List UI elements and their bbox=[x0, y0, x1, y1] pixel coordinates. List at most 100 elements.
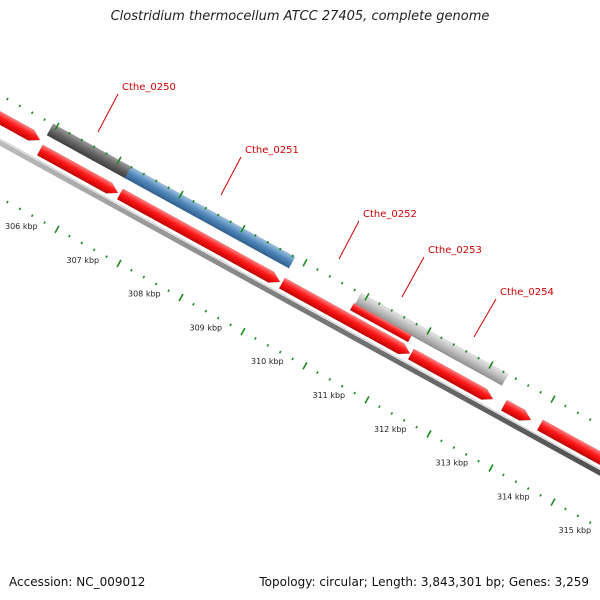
tick-row-upper-tick bbox=[340, 281, 344, 285]
tick-row-lower-tick bbox=[378, 405, 381, 409]
tick-row-upper-tick bbox=[302, 258, 308, 267]
tick-row-upper-tick bbox=[502, 370, 505, 374]
tick-row-lower-tick bbox=[452, 446, 456, 450]
tick-row-lower-tick bbox=[167, 289, 170, 293]
tick-label: 309 kbp bbox=[190, 323, 223, 332]
gene-label-leader bbox=[220, 156, 242, 196]
cds-arrow-4-shape bbox=[278, 277, 411, 355]
tick-label: 315 kbp bbox=[559, 526, 592, 535]
tick-row-lower-tick bbox=[142, 275, 146, 279]
tick-label: 308 kbp bbox=[128, 290, 161, 299]
label-layer: 306 kbp 307 kbp 308 kbp 309 kbp 310 kbp 311 k… bbox=[5, 82, 591, 535]
gene-label-cthe-0252: Cthe_0252 bbox=[363, 209, 417, 220]
tick-row-lower-tick bbox=[316, 371, 319, 375]
tick-row-lower-tick bbox=[588, 521, 592, 525]
tick-row-upper-tick bbox=[291, 254, 294, 258]
tick-row-upper-tick bbox=[192, 199, 195, 203]
tick-row-lower-tick bbox=[254, 337, 257, 340]
topology-text: Topology: circular; Length: 3,843,301 bp… bbox=[259, 575, 589, 589]
tick-row-lower-tick bbox=[278, 350, 282, 354]
gene-arrow-cthe-0252 bbox=[349, 302, 413, 343]
tick-label: 307 kbp bbox=[67, 256, 100, 265]
backbone-highlight bbox=[0, 138, 600, 470]
tick-row-lower-tick bbox=[488, 464, 494, 472]
tick-row-lower-tick bbox=[30, 214, 34, 218]
gene-label-leader bbox=[473, 298, 497, 338]
tick-row-lower-tick bbox=[502, 473, 505, 477]
tick-row-lower-tick bbox=[216, 316, 220, 320]
tick-row-upper bbox=[6, 97, 592, 422]
tick-row-lower-tick bbox=[54, 225, 60, 234]
tick-row-lower-tick bbox=[130, 268, 133, 272]
tick-row-lower-tick bbox=[550, 498, 556, 507]
tick-row-lower-tick bbox=[240, 327, 246, 336]
tick-row-lower-tick bbox=[464, 452, 468, 456]
tick-label: 310 kbp bbox=[251, 357, 284, 366]
tick-row-upper-tick bbox=[514, 377, 518, 381]
tick-row-lower-tick bbox=[415, 425, 418, 429]
tick-row-upper-tick bbox=[30, 111, 34, 115]
tick-row-upper-tick bbox=[204, 206, 208, 210]
backbone-line bbox=[0, 140, 600, 476]
tick-label: 314 kbp bbox=[497, 492, 530, 501]
tick-row-lower-tick bbox=[291, 357, 294, 361]
tick-row-lower-tick bbox=[6, 200, 9, 204]
tick-row-upper-tick bbox=[105, 152, 108, 156]
tick-row-upper-tick bbox=[378, 302, 381, 306]
tick-row-lower-tick bbox=[564, 507, 567, 511]
tick-row-lower-tick bbox=[18, 207, 22, 211]
tick-label: 306 kbp bbox=[5, 222, 38, 231]
tick-row-lower-tick bbox=[229, 323, 232, 327]
tick-row-upper-tick bbox=[426, 327, 432, 335]
tick-row-lower-tick bbox=[302, 361, 308, 370]
tick-row-upper-tick bbox=[550, 395, 556, 404]
tick-row-upper-tick bbox=[488, 361, 494, 369]
tick-row-upper-tick bbox=[576, 411, 580, 415]
tick-row-upper-tick bbox=[142, 172, 146, 176]
gene-arrow-cthe-0252-shape bbox=[349, 302, 413, 343]
tick-row-upper-tick bbox=[316, 268, 319, 272]
cds-arrow-2-shape bbox=[36, 144, 119, 194]
tick-label: 313 kbp bbox=[436, 459, 469, 468]
tick-row-upper-tick bbox=[328, 274, 332, 278]
tick-label: 311 kbp bbox=[313, 391, 346, 400]
tick-row-lower-tick bbox=[526, 487, 530, 490]
tick-row-upper-tick bbox=[440, 336, 443, 340]
tick-row-lower-tick bbox=[402, 418, 406, 422]
tick-row-upper-tick bbox=[415, 322, 418, 326]
gene-label-leader bbox=[401, 256, 425, 298]
cds-arrow-1 bbox=[0, 106, 41, 141]
tick-row-lower bbox=[6, 200, 592, 525]
tick-row-lower-tick bbox=[328, 377, 332, 381]
cds-arrow-5-shape bbox=[407, 348, 494, 400]
gene-label-cthe-0251: Cthe_0251 bbox=[245, 145, 299, 156]
tick-row-lower-tick bbox=[43, 221, 46, 224]
tick-row-upper-tick bbox=[240, 224, 246, 233]
gene-arrow-cthe-0253-shape bbox=[354, 292, 509, 386]
tick-row-upper-tick bbox=[178, 190, 184, 199]
tick-row-lower-tick bbox=[390, 412, 394, 415]
tick-row-lower-tick bbox=[116, 259, 122, 268]
tick-row-upper-tick bbox=[477, 356, 480, 360]
cds-arrow-3 bbox=[116, 188, 281, 283]
gene-label-leader bbox=[338, 220, 360, 260]
tick-row-upper-tick bbox=[116, 156, 122, 165]
tick-row-upper-tick bbox=[80, 138, 84, 142]
tick-row-lower-tick bbox=[80, 241, 84, 245]
tick-row-lower-tick bbox=[440, 439, 443, 443]
tick-row-upper-tick bbox=[154, 179, 158, 183]
gene-label-cthe-0253: Cthe_0253 bbox=[428, 245, 482, 256]
tick-row-upper-tick bbox=[266, 240, 270, 244]
gene-arrow-cthe-0253 bbox=[354, 292, 509, 386]
gene-label-cthe-0250: Cthe_0250 bbox=[122, 82, 176, 93]
tick-row-lower-tick bbox=[364, 395, 370, 404]
cds-arrow-6-shape bbox=[500, 399, 532, 421]
tick-row-upper-tick bbox=[353, 288, 356, 292]
tick-row-upper-tick bbox=[564, 404, 567, 408]
tick-row-lower-tick bbox=[340, 384, 344, 388]
tick-row-upper-tick bbox=[43, 118, 46, 121]
tick-row-upper-tick bbox=[402, 315, 406, 319]
track-layer bbox=[0, 106, 600, 476]
tick-row-upper-tick bbox=[390, 309, 394, 312]
